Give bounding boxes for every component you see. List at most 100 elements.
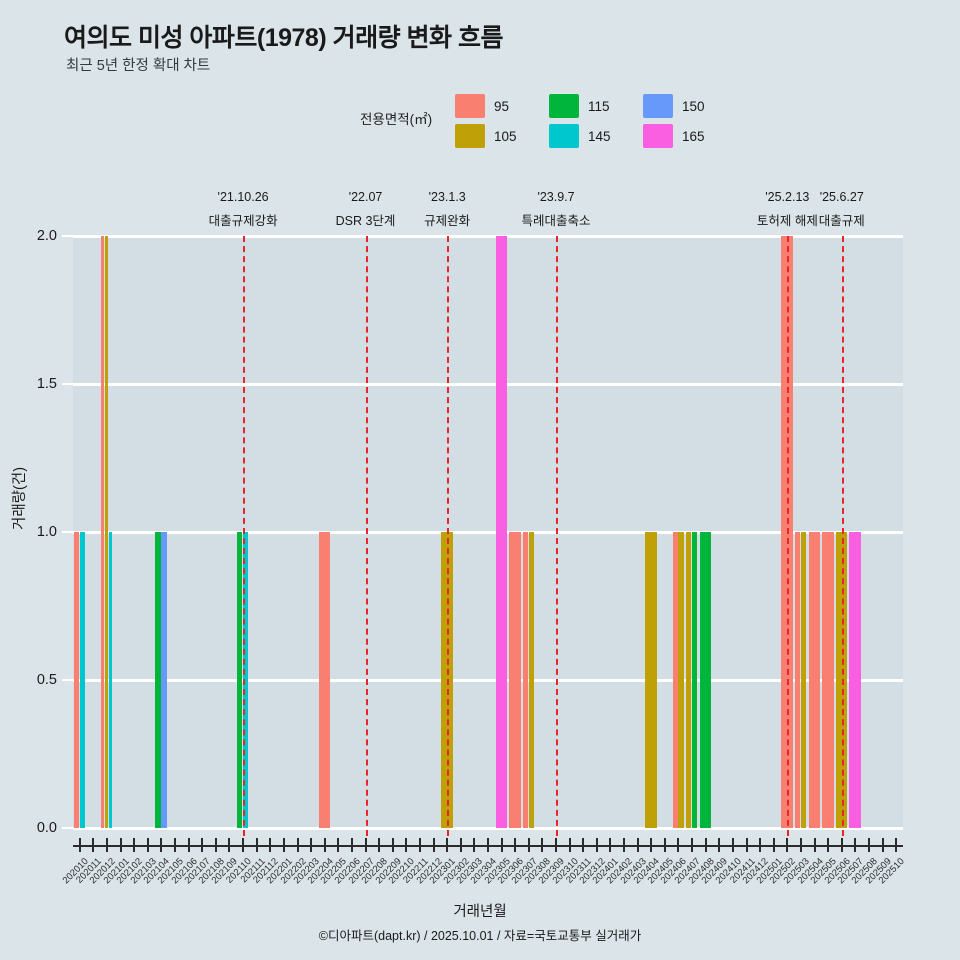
event-line-202207 [365, 236, 368, 836]
x-tick-mark-202504 [813, 838, 816, 852]
x-tick-mark-202202 [296, 838, 299, 852]
x-tick-mark-202411 [745, 838, 748, 852]
bar-202503-105[interactable] [800, 532, 807, 828]
bar-202305-165[interactable] [495, 236, 507, 828]
x-tick-mark-202305 [500, 838, 503, 852]
legend-item-165[interactable]: 165 [643, 122, 737, 150]
event-date-202309: '23.9.7 [537, 190, 575, 204]
x-tick-mark-202011 [92, 838, 95, 852]
x-tick-mark-202108 [214, 838, 217, 852]
bar-202407-115[interactable] [692, 532, 698, 828]
x-tick-mark-202310 [568, 838, 571, 852]
x-tick-mark-202304 [487, 838, 489, 852]
event-name-202207: DSR 3단계 [335, 214, 396, 228]
gridline-0.0 [73, 826, 903, 830]
x-tick-mark-202308 [541, 838, 544, 852]
legend-label-105: 105 [494, 128, 517, 144]
bar-202306-95[interactable] [509, 532, 521, 828]
bar-202307-95[interactable] [522, 532, 529, 828]
legend-swatch-145 [549, 124, 579, 148]
x-tick-mark-202306 [514, 838, 517, 852]
y-tick-mark-2.0 [62, 235, 73, 237]
x-tick-mark-202503 [799, 838, 802, 852]
bar-202307-105[interactable] [528, 532, 535, 828]
bar-202505-95[interactable] [822, 532, 834, 828]
x-tick-mark-202410 [731, 838, 734, 852]
bar-202502-95[interactable] [781, 236, 793, 828]
y-axis-label: 거래량(건) [12, 466, 28, 530]
x-tick-mark-202210 [405, 838, 408, 852]
x-tick-mark-202103 [146, 838, 149, 852]
legend-item-150[interactable]: 150 [643, 92, 737, 120]
x-tick-mark-202010 [78, 838, 81, 852]
event-name-202309: 특례대출축소 [521, 214, 591, 228]
footer-credit: ©디아파트(dapt.kr) / 2025.10.01 / 자료=국토교통부 실… [318, 929, 642, 943]
event-name-202301: 규제완화 [424, 214, 471, 228]
legend-label-95: 95 [494, 98, 510, 114]
gridline-1.5 [73, 382, 903, 386]
bar-202301-105[interactable] [441, 532, 453, 828]
x-tick-mark-202112 [269, 838, 272, 852]
plot-area [73, 234, 903, 830]
x-tick-mark-202106 [187, 838, 190, 852]
bar-202406-105[interactable] [678, 532, 684, 828]
x-tick-mark-202508 [867, 838, 870, 852]
legend-item-95[interactable]: 95 [455, 92, 549, 120]
bar-202010-145[interactable] [79, 532, 86, 828]
y-tick-mark-1.5 [62, 383, 73, 385]
gridline-1.0 [73, 530, 903, 534]
legend-item-105[interactable]: 105 [455, 122, 549, 150]
x-tick-mark-202309 [555, 838, 558, 852]
bar-202404-105[interactable] [645, 532, 657, 828]
y-tick-mark-0.5 [62, 679, 73, 681]
x-tick-mark-202409 [718, 838, 721, 852]
legend-item-145[interactable]: 145 [549, 122, 643, 150]
legend-swatch-95 [455, 94, 485, 118]
x-tick-mark-202102 [133, 838, 136, 852]
bar-202407-105[interactable] [686, 532, 692, 828]
x-tick-mark-202307 [527, 838, 530, 852]
x-tick-mark-202311 [582, 838, 585, 852]
bar-202012-95[interactable] [101, 236, 105, 828]
bar-202104-150[interactable] [161, 532, 167, 828]
event-line-202502 [787, 236, 790, 836]
bar-202110-115[interactable] [237, 532, 243, 828]
bar-202012-105[interactable] [105, 236, 109, 828]
event-line-202309 [556, 236, 559, 836]
event-line-202110 [243, 236, 246, 836]
x-tick-mark-202302 [459, 838, 462, 852]
x-tick-mark-202407 [691, 838, 694, 852]
bar-202503-95[interactable] [794, 532, 801, 828]
x-tick-mark-202507 [854, 838, 857, 852]
event-date-202301: '23.1.3 [428, 190, 466, 204]
page-subtitle: 최근 5년 한정 확대 차트 [66, 58, 211, 74]
bar-202110-145[interactable] [243, 532, 249, 828]
x-tick-mark-202402 [623, 838, 626, 852]
bar-202406-95[interactable] [672, 532, 678, 828]
x-tick-mark-202104 [160, 838, 163, 852]
x-tick-mark-202403 [636, 838, 639, 852]
legend: 전용면적(㎡) 95 115 150 105 145 165 [360, 92, 705, 150]
x-tick-mark-202205 [337, 838, 340, 852]
bar-202010-95[interactable] [73, 532, 80, 828]
legend-items: 95 115 150 105 145 165 [455, 92, 737, 150]
x-tick-mark-202509 [881, 838, 884, 852]
legend-item-115[interactable]: 115 [549, 92, 643, 120]
x-tick-mark-202501 [772, 838, 775, 852]
bar-202104-115[interactable] [155, 532, 161, 828]
event-date-202110: '21.10.26 [217, 190, 269, 204]
event-date-202207: '22.07 [348, 190, 383, 204]
event-name-202506: 대출규제 [818, 214, 865, 228]
legend-swatch-115 [549, 94, 579, 118]
y-tick-label-0.0: 0.0 [36, 820, 57, 836]
bar-202504-95[interactable] [808, 532, 820, 828]
bar-202506-105[interactable] [835, 532, 848, 828]
bar-202204-95[interactable] [318, 532, 331, 828]
gridline-0.5 [73, 678, 903, 682]
event-date-202506: '25.6.27 [819, 190, 864, 204]
bar-202507-165[interactable] [849, 532, 861, 828]
legend-label-115: 115 [588, 98, 610, 114]
bar-202012-145[interactable] [109, 532, 113, 828]
bar-202408-115[interactable] [699, 532, 712, 828]
